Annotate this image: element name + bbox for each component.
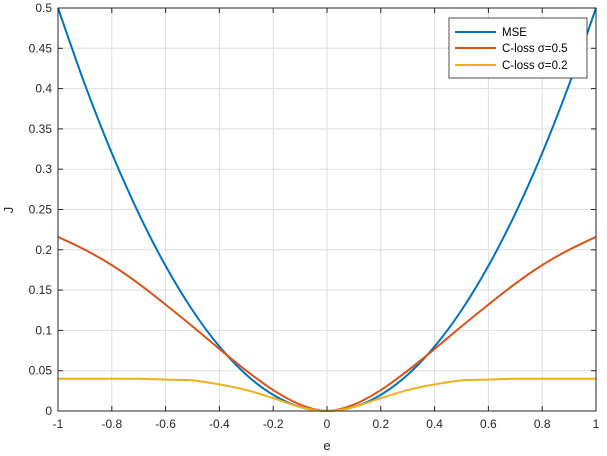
x-axis-title: e	[323, 438, 330, 453]
legend: MSE C-loss σ=0.5 C-loss σ=0.2	[448, 17, 588, 79]
x-tick-label: -0.2	[263, 417, 284, 431]
y-tick-label: 0.1	[35, 323, 52, 337]
legend-label-closs-05: C-loss σ=0.5	[502, 43, 568, 55]
x-tick-label: 0.6	[480, 417, 497, 431]
axis-ticks: -1 -0.8 -0.6 -0.4 -0.2 0 0.2 0.4 0.6 0.8 1 0 0.05 0.1…	[29, 1, 600, 431]
x-tick-label: -0.8	[101, 417, 122, 431]
x-tick-label: 0.2	[372, 417, 389, 431]
y-tick-label: 0.45	[29, 41, 53, 55]
y-tick-label: 0.2	[35, 243, 52, 257]
y-tick-label: 0.15	[29, 283, 53, 297]
x-tick-label: 0.8	[534, 417, 551, 431]
y-axis-title: J	[1, 207, 16, 214]
y-tick-label: 0.3	[35, 162, 52, 176]
legend-label-mse: MSE	[502, 27, 527, 39]
y-tick-label: 0	[45, 404, 52, 418]
x-tick-label: -0.6	[155, 417, 176, 431]
x-tick-label: 0	[324, 417, 331, 431]
x-tick-label: -0.4	[209, 417, 230, 431]
y-tick-label: 0.25	[29, 203, 53, 217]
x-tick-label: -1	[53, 417, 64, 431]
y-tick-label: 0.35	[29, 122, 53, 136]
y-tick-label: 0.5	[35, 1, 52, 15]
legend-label-closs-02: C-loss σ=0.2	[502, 60, 568, 72]
y-tick-label: 0.05	[29, 364, 53, 378]
x-tick-label: 1	[593, 417, 600, 431]
y-tick-label: 0.4	[35, 82, 52, 96]
x-tick-label: 0.4	[426, 417, 443, 431]
